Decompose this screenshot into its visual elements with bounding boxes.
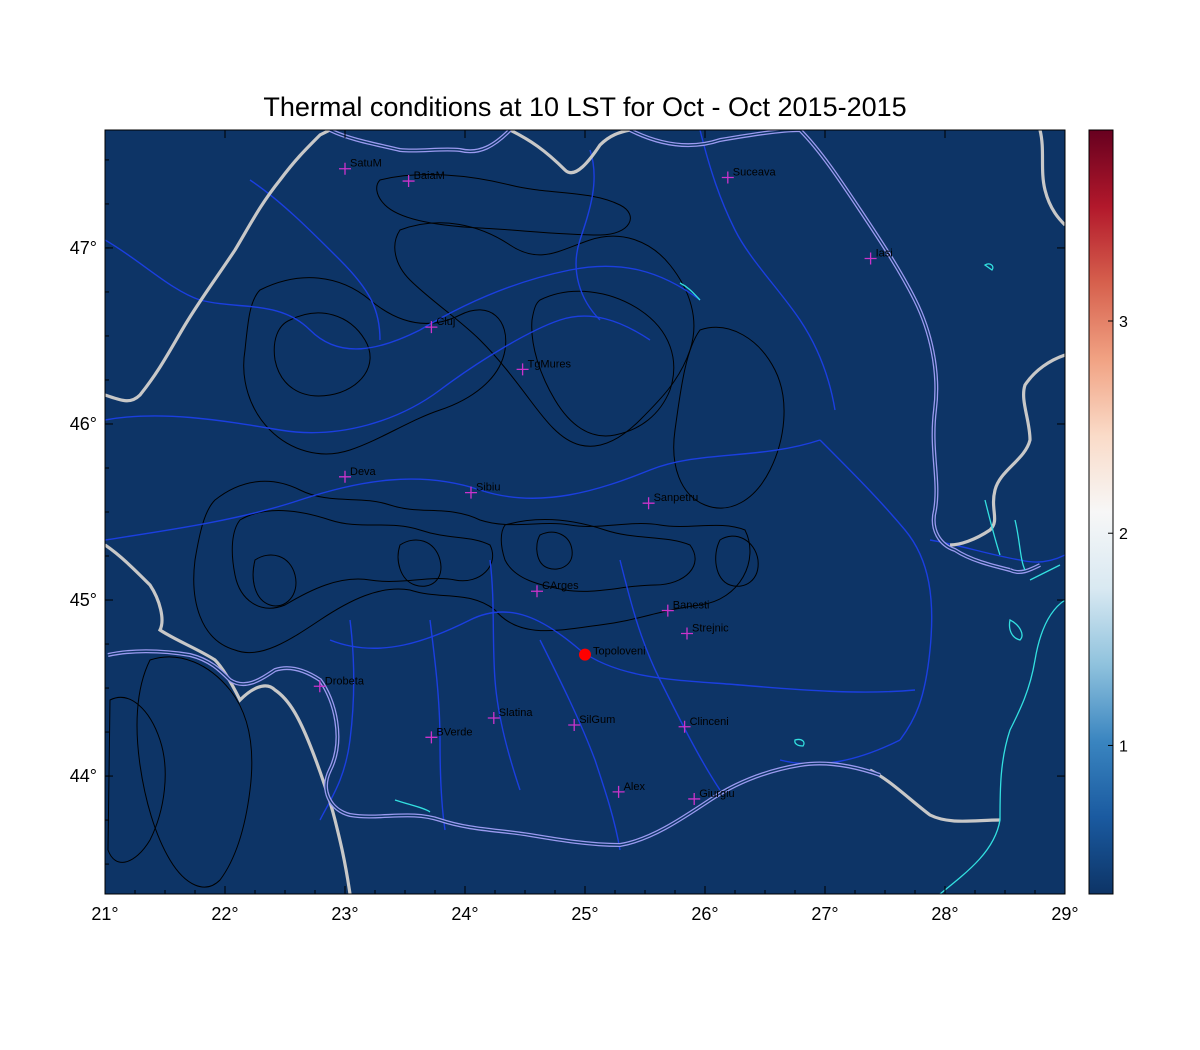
colorbar-tick-label: 2 bbox=[1119, 526, 1128, 543]
city-bverde: BVerde bbox=[425, 726, 472, 744]
x-tick-label: 29° bbox=[1051, 904, 1078, 924]
x-tick-label: 21° bbox=[91, 904, 118, 924]
x-tick-label: 23° bbox=[331, 904, 358, 924]
city-marker-icon bbox=[864, 252, 877, 265]
city-label: Alex bbox=[624, 781, 646, 793]
terrain-contours bbox=[107, 174, 785, 888]
city-marker-icon bbox=[681, 627, 693, 640]
city-label: Drobeta bbox=[325, 675, 365, 687]
y-tick-label: 45° bbox=[70, 590, 97, 610]
city-satum: SatuM bbox=[339, 158, 382, 175]
highlight-label: Topoloveni bbox=[593, 646, 646, 658]
city-label: SilGum bbox=[579, 714, 615, 726]
city-label: Giurgiu bbox=[699, 788, 734, 800]
city-label: Sibiu bbox=[476, 482, 500, 494]
romania-border bbox=[107, 130, 1041, 848]
city-clinceni: Clinceni bbox=[678, 716, 729, 733]
colorbar-tick-label: 1 bbox=[1119, 738, 1128, 755]
city-label: TgMures bbox=[528, 358, 572, 370]
city-marker-icon bbox=[487, 711, 500, 724]
city-suceava: Suceava bbox=[721, 167, 777, 184]
city-marker-icon bbox=[721, 171, 734, 184]
x-tick-label: 27° bbox=[811, 904, 838, 924]
city-drobeta: Drobeta bbox=[313, 675, 365, 693]
city-marker-icon bbox=[402, 175, 415, 188]
city-giurgiu: Giurgiu bbox=[688, 788, 735, 805]
highlight-marker: Topoloveni bbox=[579, 646, 646, 661]
rivers bbox=[105, 130, 1065, 851]
x-tick-label: 24° bbox=[451, 904, 478, 924]
city-marker-icon bbox=[425, 731, 438, 744]
city-marker-icon bbox=[465, 486, 477, 499]
city-baiam: BaiaM bbox=[402, 170, 445, 188]
colorbar bbox=[1088, 129, 1114, 895]
city-marker-icon bbox=[425, 321, 438, 334]
city-label: CArges bbox=[542, 580, 579, 592]
city-marker-icon bbox=[612, 785, 625, 798]
map-content: SatuM BaiaM Suceava Iasi Cluj TgMures Deva Sibi… bbox=[105, 130, 1065, 894]
city-silgum: SilGum bbox=[568, 714, 615, 732]
y-tick-label: 44° bbox=[70, 766, 97, 786]
city-label: BaiaM bbox=[414, 170, 445, 182]
city-label: Strejnic bbox=[692, 622, 729, 634]
city-label: Clinceni bbox=[690, 716, 729, 728]
city-label: Banesti bbox=[673, 600, 710, 612]
city-label: Iasi bbox=[876, 248, 893, 260]
city-tgmures: TgMures bbox=[516, 358, 572, 376]
city-label: Suceava bbox=[733, 167, 777, 179]
city-sanpetru: Sanpetru bbox=[642, 492, 699, 510]
city-markers: SatuM BaiaM Suceava Iasi Cluj TgMures Deva Sibi… bbox=[313, 158, 893, 805]
y-tick-label: 46° bbox=[70, 414, 97, 434]
coastline-lakes bbox=[394, 263, 1065, 894]
y-axis: 44° 45° 46° 47° bbox=[70, 159, 1065, 865]
city-banesti: Banesti bbox=[661, 600, 710, 617]
city-slatina: Slatina bbox=[487, 707, 534, 724]
map-title: Thermal conditions at 10 LST for Oct - O… bbox=[263, 92, 907, 122]
colorbar-axis: 1 2 3 bbox=[1108, 314, 1128, 755]
city-cluj: Cluj bbox=[425, 316, 455, 334]
city-marker-icon bbox=[642, 497, 655, 510]
city-marker-icon bbox=[339, 162, 351, 175]
map-background bbox=[105, 130, 1065, 894]
highlight-dot-icon bbox=[579, 648, 591, 661]
city-iasi: Iasi bbox=[864, 248, 893, 265]
city-marker-icon bbox=[516, 363, 529, 376]
city-label: Sanpetru bbox=[654, 492, 699, 504]
city-deva: Deva bbox=[339, 466, 377, 483]
city-label: SatuM bbox=[350, 158, 382, 170]
x-tick-label: 26° bbox=[691, 904, 718, 924]
city-label: Slatina bbox=[499, 707, 534, 719]
country-borders bbox=[105, 130, 1065, 894]
x-tick-label: 22° bbox=[211, 904, 238, 924]
colorbar-tick-label: 3 bbox=[1119, 314, 1128, 331]
city-strejnic: Strejnic bbox=[681, 622, 729, 640]
city-label: Deva bbox=[350, 466, 377, 478]
city-marker-icon bbox=[661, 604, 674, 617]
city-marker-icon bbox=[339, 470, 351, 483]
x-tick-label: 25° bbox=[571, 904, 598, 924]
city-label: Cluj bbox=[436, 316, 455, 328]
city-marker-icon bbox=[568, 719, 581, 732]
city-marker-icon bbox=[531, 585, 543, 598]
city-marker-icon bbox=[313, 680, 326, 693]
city-alex: Alex bbox=[612, 781, 646, 798]
city-marker-icon bbox=[688, 792, 701, 805]
x-tick-label: 28° bbox=[931, 904, 958, 924]
city-carges: CArges bbox=[531, 580, 579, 598]
city-label: BVerde bbox=[436, 726, 472, 738]
city-marker-icon bbox=[678, 720, 691, 733]
city-sibiu: Sibiu bbox=[465, 482, 500, 499]
x-axis: 21° 22° 23° 24° 25° 26° 27° 28° 29° bbox=[91, 130, 1079, 924]
y-tick-label: 47° bbox=[70, 238, 97, 258]
